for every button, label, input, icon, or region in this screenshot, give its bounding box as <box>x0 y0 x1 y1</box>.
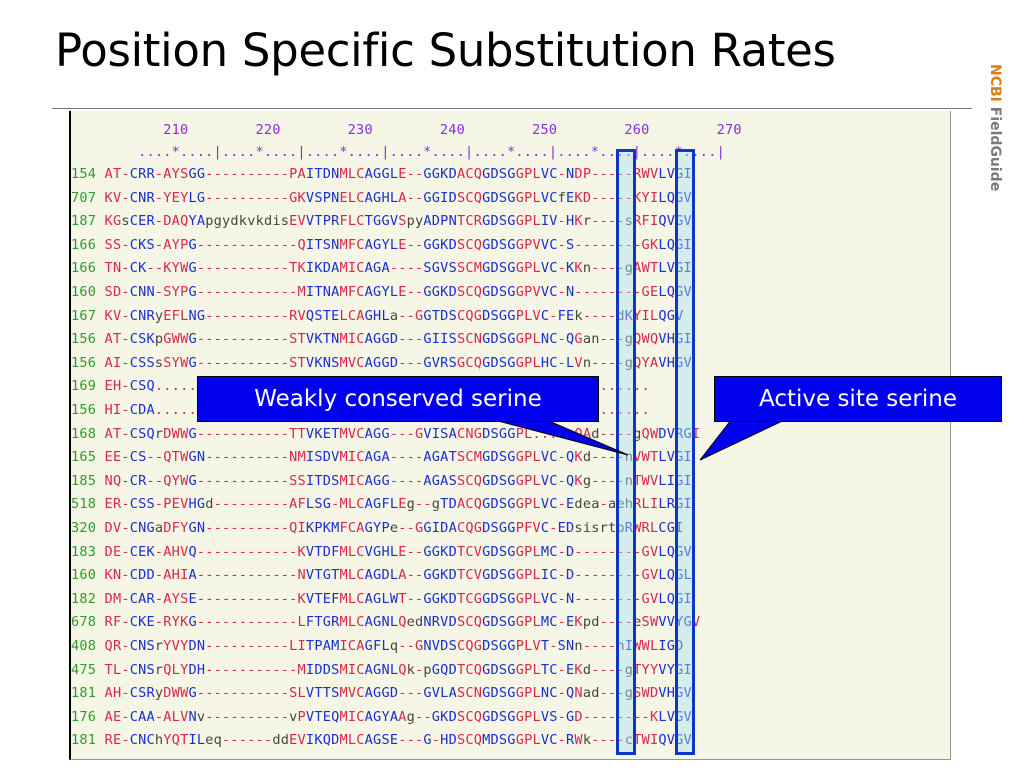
alignment-row: 160 KN-CDD-AHIA------------NVTGTMLCAGDLA… <box>71 564 692 586</box>
row-sequence: AT-CSKpGWWG-----------STVKTNMICAGGD---GI… <box>104 331 692 348</box>
row-number: 181 <box>71 732 105 749</box>
row-number: 187 <box>71 213 105 230</box>
alignment-row: 176 AE-CAA-ALVNv----------vPVTEQMICAGYAA… <box>71 706 692 728</box>
ruler-numbers: 210 220 230 240 250 260 270 <box>71 122 742 138</box>
row-number: 166 <box>71 260 105 277</box>
row-number: 156 <box>71 331 105 348</box>
ruler-ticks: ....*....|....*....|....*....|....*....|… <box>71 144 725 160</box>
alignment-row: 408 QR-CNSrYVYDN----------LITPAMICAGFLq-… <box>71 635 684 657</box>
alignment-row: 160 SD-CNN-SYPG------------MITNAMFCAGYLE… <box>71 281 692 303</box>
row-sequence: RF-CKE-RYKG------------LFTGRMLCAGNLQedNR… <box>104 614 701 631</box>
row-sequence: ER-CSS-PEVHGd---------AFLSG-MLCAGFLEg--g… <box>104 496 692 513</box>
row-number: 156 <box>71 354 105 371</box>
alignment-row: 156 AI-CSSsSYWG-----------STVKNSMVCAGGD-… <box>71 352 692 374</box>
row-sequence: KN-CDD-AHIA------------NVTGTMLCAGDLA--GG… <box>104 567 692 584</box>
row-sequence: NQ-CR--QYWG-----------SSITDSMICAGG----AG… <box>104 472 692 489</box>
row-sequence: DV-CNGaDFYGN----------QIKPKMFCAGYPe--GGI… <box>104 520 684 536</box>
row-number: 678 <box>71 614 105 631</box>
row-sequence: DE-CEK-AHVQ------------KVTDFMLCVGHLE--GG… <box>104 543 692 560</box>
alignment-row: 181 AH-CSRyDWWG-----------SLVTTSMVCAGGD-… <box>71 682 692 704</box>
row-sequence: TN-CK--KYWG-----------TKIKDAMICAGA----SG… <box>104 260 692 277</box>
row-number: 154 <box>71 166 105 182</box>
row-sequence: SS-CKS-AYPG------------QITSNMFCAGYLE--GG… <box>104 236 692 253</box>
row-number: 518 <box>71 496 105 513</box>
row-sequence: RE-CNChYQTILeq------ddEVIKQDMLCAGSE---G-… <box>104 732 692 749</box>
alignment-row: 518 ER-CSS-PEVHGd---------AFLSG-MLCAGFLE… <box>71 493 692 515</box>
row-sequence: AT-CRR-AYSGG----------PAITDNMLCAGGLE--GG… <box>104 166 692 182</box>
row-number: 408 <box>71 638 105 654</box>
row-sequence: AH-CSRyDWWG-----------SLVTTSMVCAGGD---GV… <box>104 685 692 702</box>
row-number: 156 <box>71 402 105 418</box>
row-sequence: QR-CNSrYVYDN----------LITPAMICAGFLq--GNV… <box>104 638 684 654</box>
slide-title: Position Specific Substitution Rates <box>55 24 836 77</box>
alignment-row: 156 AT-CSKpGWWG-----------STVKTNMICAGGD-… <box>71 328 692 350</box>
row-number: 168 <box>71 425 105 442</box>
alignment-row: 183 DE-CEK-AHVQ------------KVTDFMLCVGHLE… <box>71 541 692 563</box>
row-sequence: AI-CSSsSYWG-----------STVKNSMVCAGGD---GV… <box>104 354 692 371</box>
row-number: 169 <box>71 378 105 395</box>
alignment-row: 182 DM-CAR-AYSE------------KVTEFMLCAGLWT… <box>71 588 692 610</box>
row-sequence: EE-CS--QTWGN----------NMISDVMICAGA----AG… <box>104 449 692 466</box>
alignment-row: 185 NQ-CR--QYWG-----------SSITDSMICAGG--… <box>71 470 692 492</box>
row-sequence: AE-CAA-ALVNv----------vPVTEQMICAGYAAg--G… <box>104 708 692 725</box>
alignment-row: 187 KGsCER-DAQYApgydkvkdisEVVTPRFLCTGGVS… <box>71 210 692 232</box>
active-site-serine-callout: Active site serine <box>714 376 1002 422</box>
row-number: 181 <box>71 685 105 702</box>
row-number: 185 <box>71 472 105 489</box>
row-sequence: KGsCER-DAQYApgydkvkdisEVVTPRFLCTGGVSpyAD… <box>104 213 692 230</box>
row-sequence: TL-CNSrQLYDH-----------MIDDSMICAGNLQk-pG… <box>104 661 692 678</box>
alignment-row: 320 DV-CNGaDFYGN----------QIKPKMFCAGYPe-… <box>71 517 684 539</box>
row-number: 176 <box>71 708 105 725</box>
row-sequence: SD-CNN-SYPG------------MITNAMFCAGYLE--GG… <box>104 284 692 300</box>
row-number: 160 <box>71 284 105 300</box>
row-number: 183 <box>71 543 105 560</box>
row-number: 707 <box>71 189 105 206</box>
alignment-row: 707 KV-CNR-YEYLG----------GKVSPNELCAGHLA… <box>71 187 692 209</box>
alignment-row: 475 TL-CNSrQLYDH-----------MIDDSMICAGNLQ… <box>71 659 692 681</box>
active-serine-column-highlight <box>675 149 695 755</box>
alignment-row: 166 SS-CKS-AYPG------------QITSNMFCAGYLE… <box>71 234 692 256</box>
alignment-row: 166 TN-CK--KYWG-----------TKIKDAMICAGA--… <box>71 257 692 279</box>
row-number: 320 <box>71 520 105 536</box>
row-number: 167 <box>71 307 105 324</box>
row-number: 475 <box>71 661 105 678</box>
row-number: 165 <box>71 449 105 466</box>
row-number: 182 <box>71 590 105 607</box>
alignment-row: 167 KV-CNRyEFLNG----------RVQSTELCAGHLa-… <box>71 305 684 327</box>
alignment-row: 165 EE-CS--QTWGN----------NMISDVMICAGA--… <box>71 446 692 468</box>
row-sequence: KV-CNR-YEYLG----------GKVSPNELCAGHLA--GG… <box>104 189 692 206</box>
alignment-row: 154 AT-CRR-AYSGG----------PAITDNMLCAGGLE… <box>71 163 692 185</box>
row-number: 166 <box>71 236 105 253</box>
row-sequence: KV-CNRyEFLNG----------RVQSTELCAGHLa--GGT… <box>104 307 684 324</box>
alignment-row: 181 RE-CNChYQTILeq------ddEVIKQDMLCAGSE-… <box>71 729 692 751</box>
row-number: 160 <box>71 567 105 584</box>
alignment-row: 678 RF-CKE-RYKG------------LFTGRMLCAGNLQ… <box>71 611 700 633</box>
weakly-conserved-serine-callout: Weakly conserved serine <box>197 376 599 422</box>
row-sequence: DM-CAR-AYSE------------KVTEFMLCAGLWT--GG… <box>104 590 692 607</box>
title-divider <box>52 108 972 109</box>
